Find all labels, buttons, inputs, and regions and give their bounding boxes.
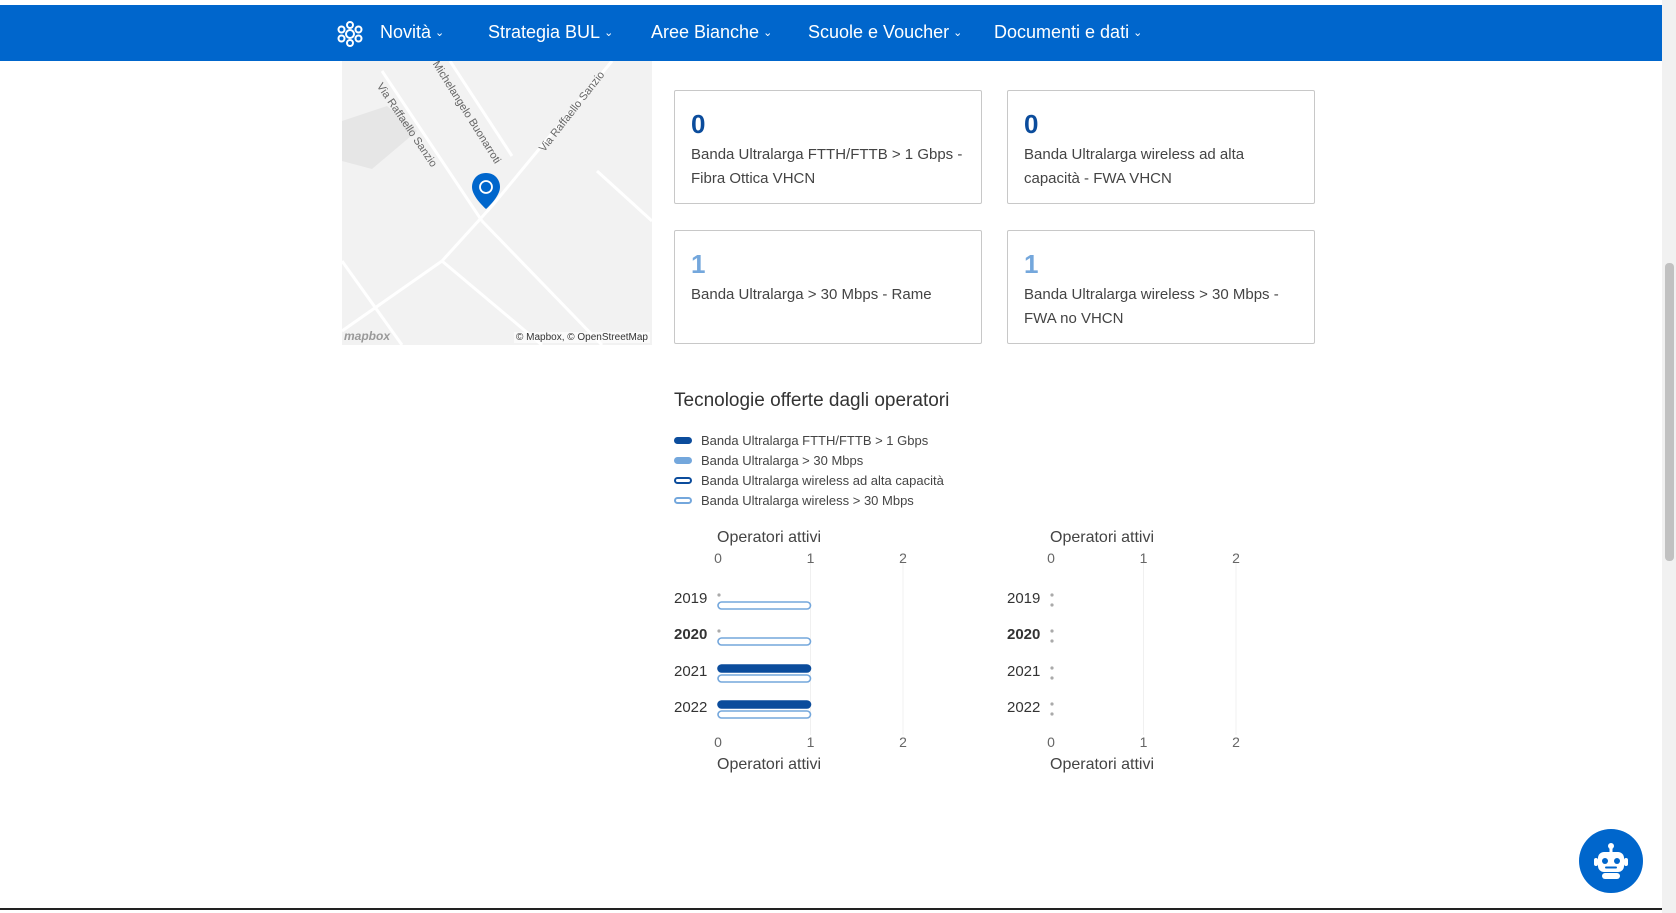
x-tick-label: 2 xyxy=(1232,734,1240,750)
stat-label: Banda Ultralarga FTTH/FTTB > 1 Gbps - Fi… xyxy=(691,146,963,187)
map-roads xyxy=(342,61,652,345)
zero-marker xyxy=(1050,666,1054,670)
x-tick-label: 0 xyxy=(714,550,722,566)
chart-svg: Operatori attivi Operatori attivi 0 0 1 1 2 2 20… xyxy=(1007,529,1240,773)
legend-swatch xyxy=(674,437,692,444)
chart-operators-left: Operatori attivi Operatori attivi 0 0 1 1 2 2 20… xyxy=(674,529,974,795)
legend-swatch xyxy=(674,477,692,484)
nav-item-aree-bianche[interactable]: Aree Bianche ⌄ xyxy=(651,22,773,42)
chevron-down-icon: ⌄ xyxy=(1133,27,1143,39)
stat-label: Banda Ultralarga wireless ad alta capaci… xyxy=(1024,146,1245,187)
year-label: 2020 xyxy=(674,626,707,643)
legend-swatch xyxy=(674,497,692,504)
chevron-down-icon: ⌄ xyxy=(604,27,614,39)
zero-marker xyxy=(1050,712,1054,716)
legend-label: Banda Ultralarga wireless > 30 Mbps xyxy=(701,493,914,508)
bar xyxy=(717,637,812,646)
top-navbar: Novità ⌄ Strategia BUL ⌄ Aree Bianche ⌄ Scu… xyxy=(0,5,1662,61)
zero-marker xyxy=(1050,603,1054,607)
nav-item-novita[interactable]: Novità ⌄ xyxy=(380,22,445,42)
zero-marker xyxy=(1050,702,1054,706)
scrollbar-thumb[interactable] xyxy=(1665,263,1674,561)
bar xyxy=(717,664,812,673)
zero-marker xyxy=(1050,639,1054,643)
chart-operators-right: Operatori attivi Operatori attivi 0 0 1 1 2 2 20… xyxy=(1007,529,1307,795)
stat-card-ftth: 0 Banda Ultralarga FTTH/FTTB > 1 Gbps - … xyxy=(674,90,982,204)
nav-item-scuole-voucher[interactable]: Scuole e Voucher ⌄ xyxy=(808,22,963,42)
mapbox-logo[interactable]: mapbox xyxy=(344,329,391,343)
x-axis-title: Operatori attivi xyxy=(717,529,821,546)
x-axis-title: Operatori attivi xyxy=(1050,756,1154,773)
robot-icon xyxy=(1594,843,1628,879)
x-tick-label: 2 xyxy=(899,550,907,566)
bar xyxy=(717,700,812,709)
x-tick-label: 0 xyxy=(714,734,722,750)
x-axis-title: Operatori attivi xyxy=(1050,529,1154,546)
page-bottom-edge xyxy=(0,908,1662,910)
stat-label: Banda Ultralarga > 30 Mbps - Rame xyxy=(691,286,932,303)
stat-label: Banda Ultralarga wireless > 30 Mbps - FW… xyxy=(1024,286,1279,327)
bar xyxy=(717,710,812,719)
bar xyxy=(717,601,812,610)
legend-label: Banda Ultralarga FTTH/FTTB > 1 Gbps xyxy=(701,433,929,448)
year-label: 2021 xyxy=(1007,663,1040,680)
section-title: Tecnologie offerte dagli operatori xyxy=(674,390,950,411)
stat-card-fwa-no-vhcn: 1 Banda Ultralarga wireless > 30 Mbps - … xyxy=(1007,230,1315,344)
legend-swatch xyxy=(674,457,692,464)
year-label: 2019 xyxy=(1007,590,1040,607)
stat-card-rame: 1 Banda Ultralarga > 30 Mbps - Rame xyxy=(674,230,982,344)
year-label: 2021 xyxy=(674,663,707,680)
stat-card-fwa-vhcn: 0 Banda Ultralarga wireless ad alta capa… xyxy=(1007,90,1315,204)
chatbot-button[interactable] xyxy=(1579,829,1643,893)
year-label: 2020 xyxy=(1007,626,1040,643)
chevron-down-icon: ⌄ xyxy=(763,27,773,39)
year-label: 2022 xyxy=(674,699,707,716)
year-label: 2019 xyxy=(674,590,707,607)
legend-label: Banda Ultralarga > 30 Mbps xyxy=(701,453,864,468)
chevron-down-icon: ⌄ xyxy=(953,27,963,39)
stat-value: 0 xyxy=(1024,109,1039,139)
bar xyxy=(717,674,812,683)
x-axis-title: Operatori attivi xyxy=(717,756,821,773)
map-attribution[interactable]: © Mapbox, © OpenStreetMap xyxy=(513,332,650,343)
top-edge xyxy=(0,0,1676,5)
x-tick-label: 2 xyxy=(1232,550,1240,566)
legend-label: Banda Ultralarga wireless ad alta capaci… xyxy=(701,473,944,488)
x-tick-label: 2 xyxy=(899,734,907,750)
zero-marker xyxy=(717,629,721,633)
zero-marker xyxy=(717,593,721,597)
x-tick-label: 0 xyxy=(1047,550,1055,566)
nav-item-strategia[interactable]: Strategia BUL ⌄ xyxy=(488,22,614,42)
zero-marker xyxy=(1050,676,1054,680)
zero-marker xyxy=(1050,629,1054,633)
zero-marker xyxy=(1050,593,1054,597)
x-tick-label: 1 xyxy=(807,734,815,750)
stat-value: 1 xyxy=(1024,249,1039,279)
x-tick-label: 0 xyxy=(1047,734,1055,750)
year-label: 2022 xyxy=(1007,699,1040,716)
chevron-down-icon: ⌄ xyxy=(435,27,445,39)
location-map[interactable]: Via Raffaello Sanzio Michelangelo Buonar… xyxy=(342,61,652,345)
x-tick-label: 1 xyxy=(1140,550,1148,566)
site-logo-icon[interactable] xyxy=(337,21,363,47)
nav-item-documenti-dati[interactable]: Documenti e dati ⌄ xyxy=(994,22,1143,42)
stat-value: 0 xyxy=(691,109,706,139)
x-tick-label: 1 xyxy=(807,550,815,566)
x-tick-label: 1 xyxy=(1140,734,1148,750)
chart-svg: Operatori attivi Operatori attivi 0 0 1 1 2 2 20… xyxy=(674,529,907,773)
stat-value: 1 xyxy=(691,249,706,279)
